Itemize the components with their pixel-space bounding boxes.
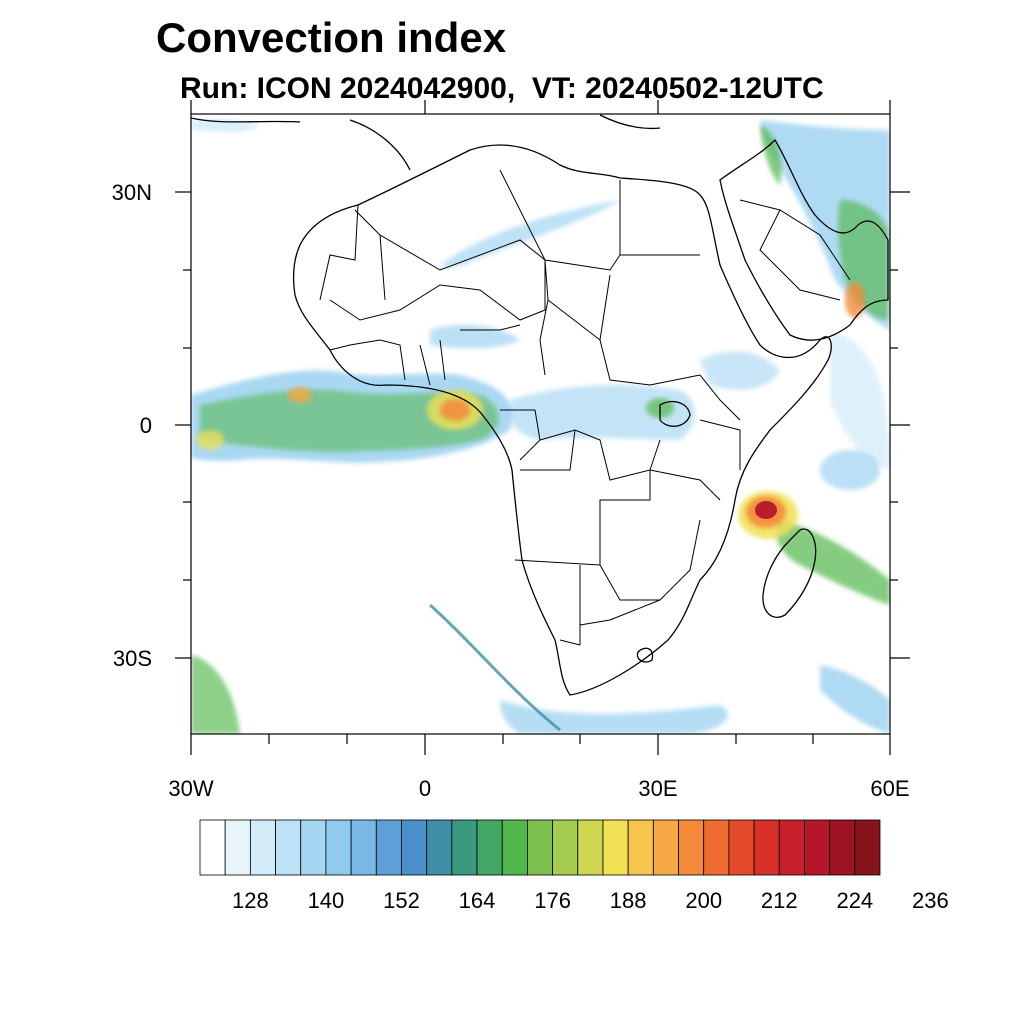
cyclone-madagascar [755, 501, 777, 519]
sahel-convection [430, 324, 520, 349]
colorbar-label: 188 [609, 888, 647, 913]
cyclone-tail-band [776, 520, 890, 605]
southern-frontal-line [429, 603, 561, 732]
colorbar-swatch [552, 819, 579, 876]
colorbar-swatch [627, 819, 654, 876]
chart-title: Convection index [156, 14, 507, 61]
lon-label-0: 0 [418, 776, 432, 801]
colorbar-label: 176 [534, 888, 571, 913]
colorbar-swatch [678, 819, 705, 876]
colorbar-swatch [375, 819, 402, 876]
madagascar-coastline [762, 528, 817, 618]
plot-frame [190, 113, 891, 735]
sahara-cloud-streak [440, 200, 620, 268]
africa-coastline [293, 144, 832, 696]
colorbar-swatch [753, 819, 780, 876]
itcz-green-core [200, 389, 499, 452]
country-borders [319, 169, 851, 646]
colorbar-swatch [199, 819, 226, 876]
colorbar-swatch [527, 819, 553, 876]
border-arabia [739, 199, 851, 301]
colorbar-swatch [577, 819, 604, 876]
convection-field [191, 118, 890, 734]
gulf-guinea-orange-core [440, 399, 470, 421]
atlantic-orange-cell [288, 387, 312, 403]
colorbar-swatch [854, 819, 881, 876]
colorbar-swatch [829, 819, 856, 876]
colorbar-swatch [476, 819, 503, 876]
west-atlantic-cell [196, 430, 224, 450]
border-east-africa [649, 374, 741, 501]
colorbar-swatch [804, 819, 831, 876]
border-sahel [329, 260, 546, 321]
arabia-coastline [719, 138, 889, 341]
central-africa-convection [508, 384, 695, 440]
lake-victoria [659, 401, 691, 427]
colorbar-swatch [703, 819, 730, 876]
border-west-africa [329, 324, 521, 386]
border-southern-africa [514, 470, 701, 646]
mediterranean-coast [191, 114, 661, 171]
border-libya-egypt [499, 169, 700, 271]
colorbar-swatch [300, 819, 327, 876]
arabian-orange-core [845, 282, 865, 318]
se-indian-convection [820, 665, 890, 734]
indian-ocean-convection [830, 330, 890, 470]
colorbar-label: 128 [232, 888, 269, 913]
colorbar-label: 224 [836, 888, 874, 913]
border-sudan-chad [539, 259, 701, 386]
colorbar-swatch [501, 819, 528, 876]
lat-label-30n: 30N [111, 180, 152, 205]
colorbar-swatch [602, 819, 629, 876]
colorbar-swatch [275, 819, 302, 876]
colorbar-swatch [350, 819, 377, 876]
lat-label-0: 0 [139, 413, 152, 438]
colorbar-label: 140 [307, 888, 345, 913]
colorbar-swatch [778, 819, 805, 876]
southern-ocean-band [500, 700, 728, 734]
land-outline [191, 114, 889, 696]
colorbar-swatch [451, 819, 478, 876]
chart-subtitle: Run: ICON 2024042900, VT: 20240502-12UTC [180, 72, 824, 105]
colorbar-label: 200 [685, 888, 723, 913]
colorbar-swatch [325, 819, 352, 876]
border-central-africa [500, 409, 661, 481]
sw-atlantic-convection [191, 655, 240, 734]
colorbar-label: 152 [383, 888, 420, 913]
colorbar-label: 236 [912, 888, 949, 913]
colorbar [199, 819, 881, 876]
border-maghreb [319, 204, 546, 301]
lat-label-30s: 30S [112, 646, 152, 671]
axis-ticks [175, 100, 910, 755]
colorbar-swatch [728, 819, 755, 876]
colorbar-label: 164 [458, 888, 496, 913]
colorbar-swatch [652, 819, 679, 876]
colorbar-label: 212 [760, 888, 798, 913]
lesotho [636, 647, 654, 663]
colorbar-swatch [224, 819, 251, 876]
red-sea-cell [760, 125, 782, 185]
lon-label-30e: 30E [638, 776, 678, 801]
colorbar-swatch [401, 819, 428, 876]
lon-label-30w: 30W [168, 776, 214, 801]
colorbar-swatch [426, 819, 453, 876]
ethiopia-convection [700, 351, 780, 390]
south-indian-cell [820, 450, 880, 490]
colorbar-swatch [249, 819, 276, 876]
lon-label-60e: 60E [870, 776, 910, 801]
